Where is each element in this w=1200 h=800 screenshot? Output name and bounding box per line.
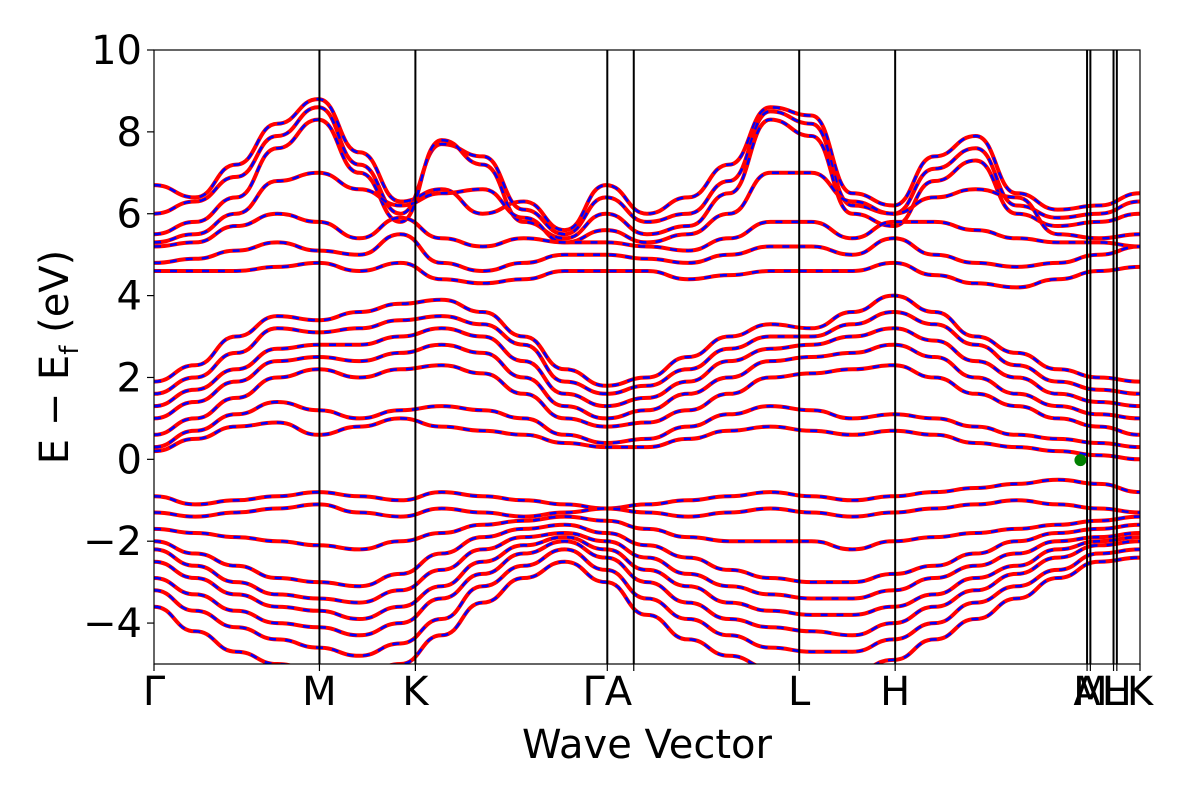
- band-spin-down-12: [154, 400, 1140, 449]
- band-spin-down-11: [154, 363, 1140, 437]
- band-spin-down-15: [154, 499, 1140, 518]
- band-spin-down-1: [154, 106, 1140, 236]
- x-tick-label-5: L: [788, 669, 811, 715]
- x-tick-label-2: K: [402, 669, 430, 715]
- y-axis-label-subscript: f: [55, 345, 85, 355]
- y-tick-label-6: 8: [117, 110, 142, 156]
- band-spin-down-17: [154, 523, 1140, 588]
- fermi-marker-layer: [1074, 454, 1087, 467]
- band-spin-down-19: [154, 535, 1140, 621]
- bands-layer: [154, 97, 1140, 664]
- band-spin-down-8: [154, 310, 1140, 396]
- band-spin-down-14: [154, 478, 1140, 510]
- x-tick-label-7: A: [1073, 669, 1101, 715]
- x-tick-label-6: H: [880, 669, 910, 715]
- x-tick-label-9: L: [1102, 669, 1125, 715]
- y-tick-label-4: 4: [117, 274, 142, 320]
- band-spin-down-22: [154, 556, 1140, 664]
- x-axis-label: Wave Vector: [522, 722, 773, 768]
- band-spin-down-21: [154, 548, 1140, 658]
- band-spin-down-4: [154, 212, 1140, 252]
- plot-frame: [153, 49, 1141, 665]
- y-axis-label-main: E − E: [32, 355, 78, 465]
- x-tick-label-3: ΓA: [582, 669, 632, 715]
- band-spin-down-20: [154, 539, 1140, 637]
- y-axis-label: E − Ef (eV): [32, 250, 85, 465]
- y-tick-label-5: 6: [117, 192, 142, 238]
- band-spin-down-16: [154, 515, 1140, 551]
- y-tick-label-3: 2: [117, 355, 142, 401]
- y-tick-label-1: −2: [83, 519, 142, 565]
- y-axis-label-unit: (eV): [32, 250, 78, 346]
- y-tick-label-7: 10: [91, 28, 142, 74]
- band-spin-down-6: [154, 261, 1140, 289]
- x-tick-label-8: M: [1073, 669, 1108, 715]
- kpath-lines: [318, 50, 1118, 664]
- x-tick-label-10: H: [1102, 669, 1132, 715]
- band-spin-down-7: [154, 294, 1140, 387]
- band-spin-down-3: [154, 171, 1140, 244]
- band-spin-down-0: [154, 97, 1140, 232]
- band-spin-down-9: [154, 327, 1140, 408]
- fermi-marker-point: [1074, 454, 1087, 467]
- x-tick-label-1: M: [302, 669, 337, 715]
- band-spin-down-5: [154, 232, 1140, 273]
- y-ticks: −4 −2 0 2 4 6 8 10: [83, 28, 154, 647]
- y-tick-label-0: −4: [83, 601, 142, 647]
- x-tick-label-0: Γ: [143, 669, 166, 715]
- band-spin-down-10: [154, 343, 1140, 420]
- x-tick-label-11: K: [1127, 669, 1155, 715]
- band-spin-down-2: [154, 118, 1140, 240]
- y-tick-label-2: 0: [117, 437, 142, 483]
- band-spin-up-13: [154, 416, 1140, 462]
- band-spin-down-18: [154, 531, 1140, 604]
